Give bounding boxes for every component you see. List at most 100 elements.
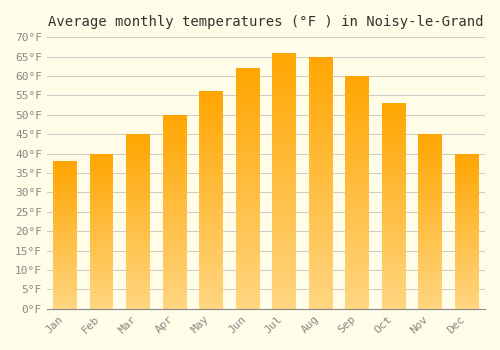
Bar: [90, 279, 114, 281]
Bar: [90, 205, 114, 206]
Bar: [90, 220, 114, 222]
Bar: [90, 281, 114, 282]
Bar: [54, 216, 77, 217]
Bar: [200, 252, 223, 254]
Bar: [163, 181, 186, 183]
Bar: [346, 172, 369, 174]
Bar: [126, 234, 150, 236]
Bar: [309, 266, 332, 268]
Bar: [272, 201, 296, 204]
Bar: [382, 107, 406, 109]
Bar: [163, 268, 186, 270]
Bar: [54, 243, 77, 244]
Bar: [90, 237, 114, 239]
Bar: [382, 303, 406, 304]
Bar: [346, 183, 369, 186]
Bar: [163, 140, 186, 142]
Bar: [90, 189, 114, 191]
Bar: [200, 263, 223, 265]
Bar: [90, 302, 114, 304]
Bar: [200, 187, 223, 189]
Bar: [54, 287, 77, 288]
Bar: [126, 291, 150, 293]
Bar: [382, 120, 406, 121]
Bar: [126, 145, 150, 146]
Bar: [455, 278, 478, 279]
Bar: [382, 292, 406, 294]
Bar: [90, 247, 114, 248]
Bar: [200, 298, 223, 300]
Bar: [54, 271, 77, 272]
Bar: [455, 254, 478, 256]
Bar: [309, 175, 332, 177]
Bar: [309, 261, 332, 263]
Bar: [236, 184, 260, 186]
Bar: [346, 204, 369, 206]
Bar: [54, 288, 77, 289]
Bar: [163, 202, 186, 204]
Bar: [272, 183, 296, 186]
Bar: [418, 223, 442, 225]
Bar: [236, 73, 260, 75]
Bar: [455, 181, 478, 183]
Bar: [163, 229, 186, 231]
Bar: [346, 144, 369, 146]
Bar: [309, 193, 332, 195]
Bar: [163, 235, 186, 237]
Bar: [200, 189, 223, 191]
Bar: [346, 190, 369, 192]
Bar: [346, 288, 369, 290]
Bar: [272, 168, 296, 170]
Bar: [163, 165, 186, 167]
Bar: [382, 231, 406, 233]
Bar: [309, 127, 332, 130]
Bar: [418, 236, 442, 237]
Bar: [126, 303, 150, 305]
Bar: [309, 223, 332, 225]
Bar: [418, 204, 442, 206]
Bar: [346, 220, 369, 223]
Bar: [272, 288, 296, 291]
Bar: [346, 281, 369, 283]
Bar: [272, 52, 296, 55]
Bar: [455, 164, 478, 166]
Bar: [163, 138, 186, 140]
Bar: [382, 105, 406, 107]
Bar: [346, 102, 369, 104]
Bar: [236, 109, 260, 111]
Bar: [126, 265, 150, 267]
Bar: [200, 254, 223, 257]
Bar: [126, 150, 150, 152]
Bar: [418, 256, 442, 258]
Bar: [90, 272, 114, 273]
Bar: [346, 188, 369, 190]
Bar: [418, 211, 442, 213]
Bar: [455, 155, 478, 157]
Bar: [418, 208, 442, 209]
Bar: [382, 148, 406, 150]
Bar: [126, 202, 150, 204]
Bar: [200, 198, 223, 200]
Bar: [54, 214, 77, 216]
Bar: [418, 176, 442, 178]
Bar: [418, 250, 442, 251]
Bar: [200, 154, 223, 157]
Bar: [455, 265, 478, 267]
Bar: [54, 299, 77, 300]
Bar: [126, 272, 150, 274]
Bar: [90, 174, 114, 175]
Bar: [309, 296, 332, 299]
Bar: [54, 201, 77, 203]
Bar: [54, 272, 77, 273]
Bar: [90, 158, 114, 160]
Bar: [90, 239, 114, 240]
Bar: [455, 295, 478, 296]
Bar: [382, 255, 406, 257]
Bar: [200, 261, 223, 263]
Bar: [455, 154, 478, 155]
Bar: [200, 213, 223, 215]
Bar: [382, 175, 406, 177]
Bar: [309, 130, 332, 132]
Bar: [54, 220, 77, 222]
Bar: [346, 276, 369, 279]
